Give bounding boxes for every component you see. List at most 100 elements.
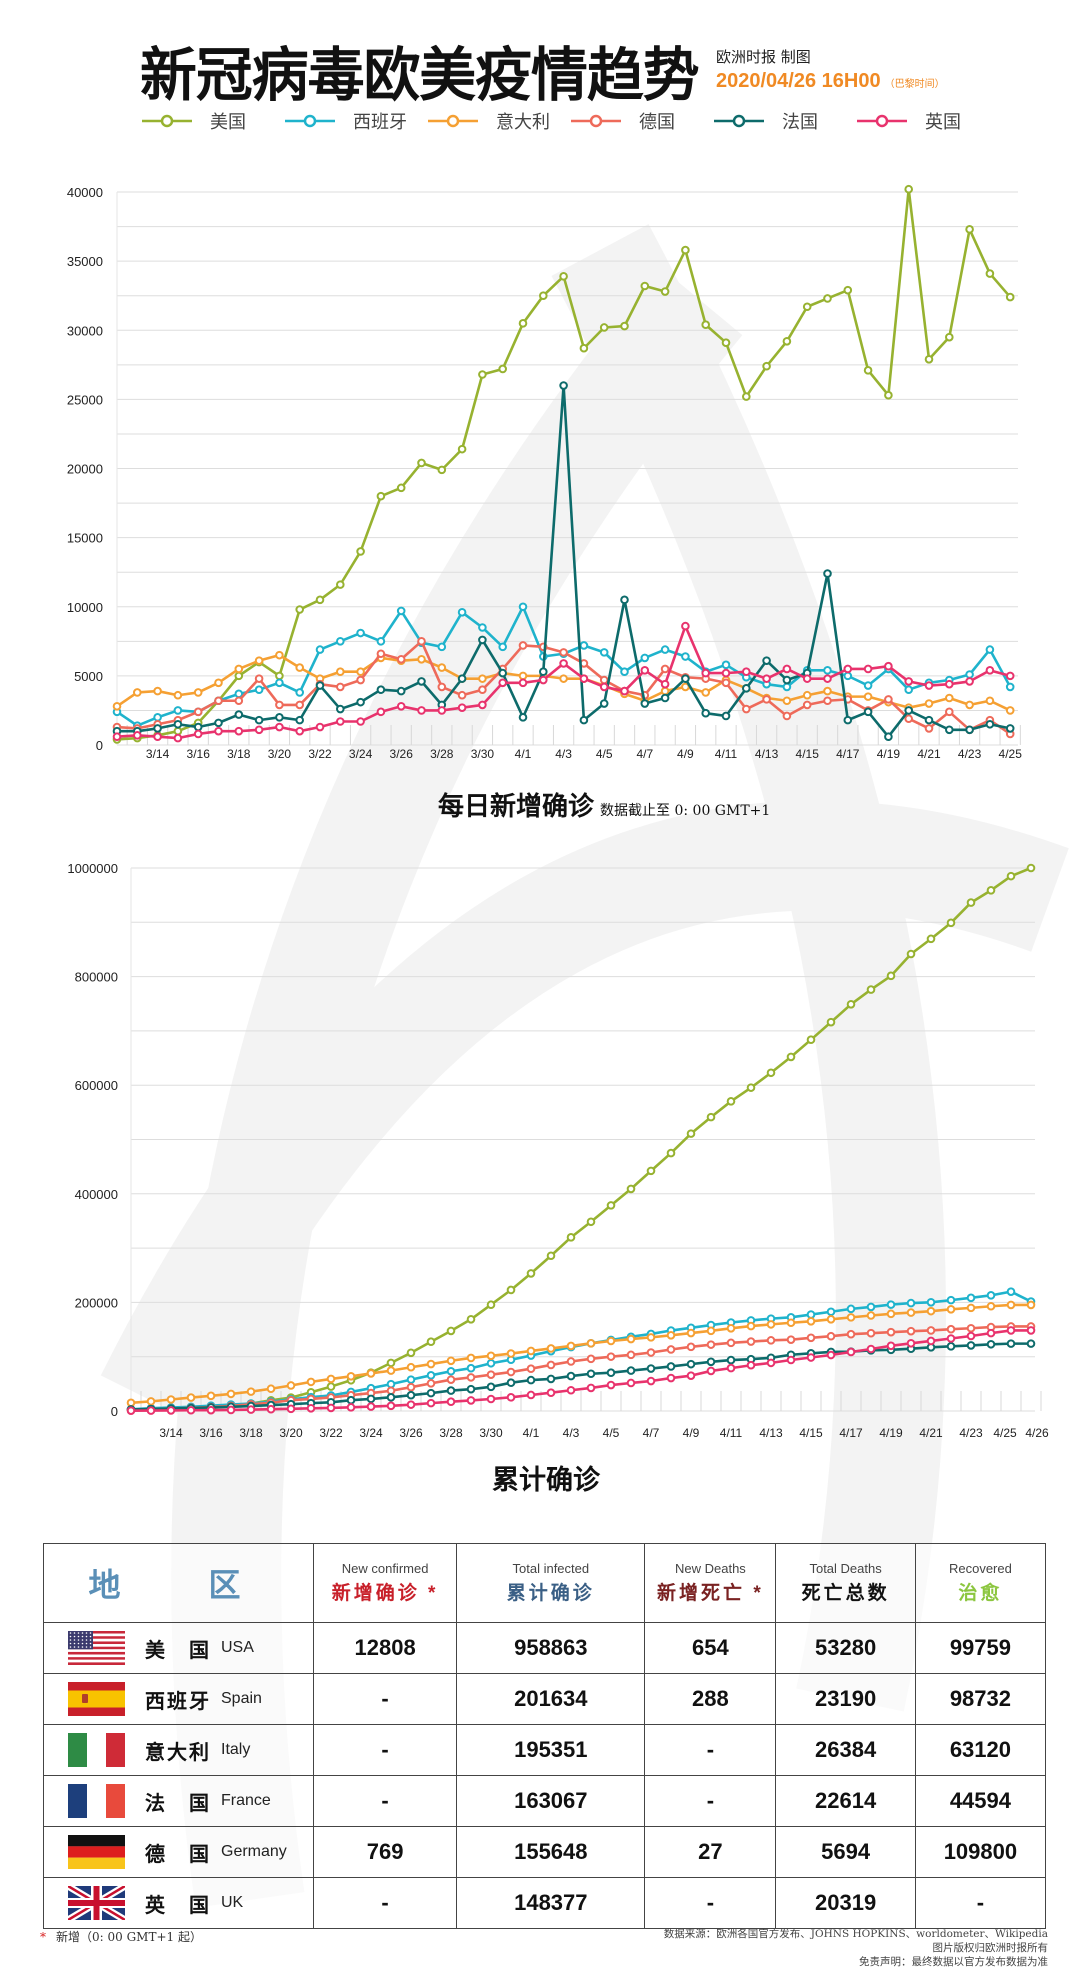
table-header-row: 地 区 New confirmed 新增确诊 * Total infected 累计确诊… (43, 1543, 1047, 1623)
data-point (826, 1017, 836, 1027)
data-point (686, 1328, 696, 1338)
data-point (486, 1300, 496, 1310)
data-point (606, 1352, 616, 1361)
country-name-zh: 西班牙 (145, 1690, 211, 1713)
x-tick-label: 3/26 (390, 747, 414, 761)
data-point (266, 1404, 276, 1414)
country-name-zh: 美 国 (145, 1639, 211, 1662)
data-point (446, 1326, 456, 1336)
x-tick-label: 4/3 (563, 1426, 580, 1440)
data-point (886, 971, 896, 981)
data-point (526, 1269, 536, 1278)
data-point (606, 1368, 616, 1378)
column-header-zh: 累计确诊 (506, 1583, 595, 1604)
data-point (356, 697, 365, 707)
credits: 数据来源：欧洲各国官方发布、JOHNS HOPKINS、worldometer、… (664, 1927, 1048, 1969)
data-point (640, 281, 650, 291)
column-header: New confirmed 新增确诊 * (312, 1543, 458, 1623)
data-point (586, 1354, 596, 1364)
series-line (130, 1303, 1031, 1405)
data-point (275, 678, 284, 688)
data-point (466, 1373, 476, 1382)
footnote-text: 新增（0: 00 GMT+1 起） (56, 1930, 202, 1944)
data-point (254, 725, 264, 735)
region-cell: 西班牙 Spain (43, 1673, 314, 1725)
legend-line-marker-icon (142, 114, 192, 128)
data-point (206, 1405, 216, 1415)
data-point (686, 1342, 696, 1352)
data-point (706, 1340, 716, 1349)
data-point (866, 1302, 876, 1312)
data-point (886, 1309, 896, 1319)
data-point (566, 1233, 576, 1242)
page-title: 新冠病毒欧美疫情趋势 (140, 41, 700, 109)
data-point (173, 733, 183, 743)
data-point (863, 366, 873, 375)
series-line (130, 1342, 1031, 1411)
data-point (746, 1337, 756, 1346)
x-tick-label: 3/30 (479, 1426, 503, 1440)
data-point (726, 1363, 736, 1373)
data-point (945, 332, 954, 342)
legend-item: 法国 (714, 108, 857, 134)
data-point (846, 1304, 856, 1314)
data-point (376, 637, 386, 646)
data-point (1005, 724, 1015, 733)
data-point (786, 1335, 796, 1344)
data-point (742, 392, 751, 401)
data-point (701, 688, 711, 697)
x-tick-label: 3/22 (308, 747, 332, 761)
data-point (802, 674, 812, 683)
copyright: 图片版权归欧洲时报所有 (932, 1942, 1049, 1954)
x-tick-label: 4/7 (636, 747, 653, 761)
series-意大利 (126, 1300, 1036, 1408)
new-confirmed-cell: - (312, 1775, 458, 1827)
data-point (946, 1342, 956, 1351)
data-point (965, 700, 974, 710)
x-tick-label: 3/20 (279, 1426, 303, 1440)
data-point (518, 602, 528, 612)
x-tick-label: 3/18 (227, 747, 251, 761)
data-point (275, 713, 284, 722)
y-tick-label: 25000 (67, 392, 103, 407)
legend-label: 英国 (925, 112, 961, 133)
data-point (579, 715, 589, 725)
column-header-zh: 新增确诊 * (331, 1583, 439, 1604)
data-point (173, 690, 183, 700)
data-point (906, 1326, 916, 1336)
x-tick-label: 4/21 (917, 747, 941, 761)
data-point (599, 648, 609, 657)
legend-item: 德国 (571, 108, 714, 134)
data-point (466, 1384, 476, 1394)
data-point (863, 707, 873, 717)
data-point (904, 706, 914, 715)
series-line (130, 866, 1032, 1412)
data-point (539, 675, 548, 685)
data-point (486, 1370, 496, 1379)
x-tick-label: 4/19 (877, 747, 901, 761)
data-point (457, 690, 467, 700)
data-point (417, 458, 426, 468)
column-header: New Deaths 新增死亡 * (644, 1543, 777, 1623)
country-name-en: France (221, 1792, 271, 1809)
new-deaths-cell: 27 (644, 1826, 777, 1878)
column-header-zh: 治愈 (958, 1583, 1003, 1604)
x-tick-label: 4/17 (836, 747, 860, 761)
data-point (396, 654, 406, 664)
recovered-cell: 109800 (914, 1826, 1047, 1878)
data-point (1006, 1339, 1016, 1348)
data-point (346, 1395, 356, 1405)
data-point (559, 674, 568, 683)
data-point (826, 1331, 836, 1341)
y-tick-label: 30000 (67, 323, 103, 338)
data-point (706, 1366, 716, 1376)
data-point (884, 732, 893, 742)
data-point (986, 1291, 996, 1300)
data-point (904, 184, 914, 194)
y-tick-label: 1000000 (67, 861, 118, 876)
table-row: 法 国 France -163067-22614 44594 (43, 1775, 1047, 1827)
data-point (843, 285, 853, 295)
data-point (566, 1385, 576, 1395)
data-point (786, 1318, 796, 1328)
data-point (326, 1403, 336, 1413)
